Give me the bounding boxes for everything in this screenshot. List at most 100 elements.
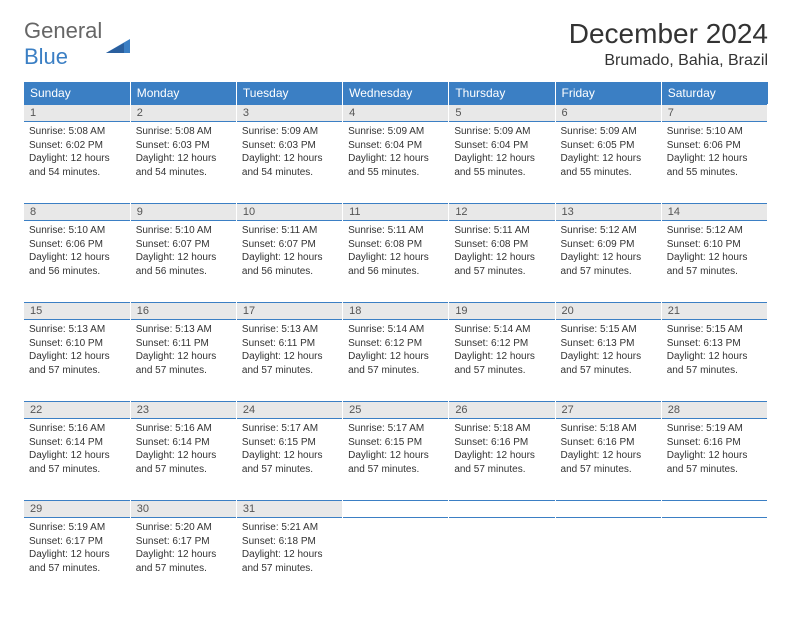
daynum-row: 293031 [24,501,768,518]
day-number: 14 [661,204,767,221]
day-number: 17 [236,303,342,320]
day-number: 19 [449,303,555,320]
daylight-line: Daylight: 12 hours and 56 minutes. [136,251,231,278]
day-header: Sunday [24,82,130,105]
day-header: Wednesday [343,82,449,105]
day-number: 31 [236,501,342,518]
logo-text-blue: Blue [24,44,68,69]
daylight-line: Daylight: 12 hours and 56 minutes. [29,251,125,278]
sunrise-line: Sunrise: 5:09 AM [242,125,337,139]
day-cell: Sunrise: 5:10 AMSunset: 6:06 PMDaylight:… [24,221,130,303]
calendar-page: General Blue December 2024 Brumado, Bahi… [0,0,792,618]
sunrise-line: Sunrise: 5:14 AM [348,323,443,337]
day-number: 2 [130,105,236,122]
daylight-line: Daylight: 12 hours and 55 minutes. [454,152,549,179]
sunrise-line: Sunrise: 5:21 AM [242,521,337,535]
day-number: 15 [24,303,130,320]
day-cell: Sunrise: 5:13 AMSunset: 6:11 PMDaylight:… [236,320,342,402]
sunrise-line: Sunrise: 5:19 AM [667,422,762,436]
day-number: 4 [343,105,449,122]
sunrise-line: Sunrise: 5:14 AM [454,323,549,337]
day-header: Monday [130,82,236,105]
sunrise-line: Sunrise: 5:13 AM [29,323,125,337]
day-number [661,501,767,518]
sunset-line: Sunset: 6:06 PM [667,139,762,153]
day-cell: Sunrise: 5:20 AMSunset: 6:17 PMDaylight:… [130,518,236,600]
day-cell [661,518,767,600]
day-number: 16 [130,303,236,320]
sunset-line: Sunset: 6:13 PM [561,337,656,351]
calendar-table: Sunday Monday Tuesday Wednesday Thursday… [24,82,768,600]
day-number: 21 [661,303,767,320]
daylight-line: Daylight: 12 hours and 57 minutes. [561,350,656,377]
daylight-line: Daylight: 12 hours and 54 minutes. [242,152,337,179]
sunrise-line: Sunrise: 5:13 AM [242,323,337,337]
day-number: 6 [555,105,661,122]
sunrise-line: Sunrise: 5:09 AM [561,125,656,139]
sunset-line: Sunset: 6:11 PM [136,337,231,351]
daynum-row: 891011121314 [24,204,768,221]
day-number: 12 [449,204,555,221]
sunset-line: Sunset: 6:09 PM [561,238,656,252]
daylight-line: Daylight: 12 hours and 54 minutes. [136,152,231,179]
sunrise-line: Sunrise: 5:08 AM [136,125,231,139]
day-number: 26 [449,402,555,419]
sunrise-line: Sunrise: 5:18 AM [561,422,656,436]
day-cell [555,518,661,600]
day-number: 5 [449,105,555,122]
daylight-line: Daylight: 12 hours and 57 minutes. [454,449,549,476]
daylight-line: Daylight: 12 hours and 57 minutes. [348,350,443,377]
week-row: Sunrise: 5:19 AMSunset: 6:17 PMDaylight:… [24,518,768,600]
daylight-line: Daylight: 12 hours and 57 minutes. [29,449,125,476]
week-row: Sunrise: 5:13 AMSunset: 6:10 PMDaylight:… [24,320,768,402]
day-cell: Sunrise: 5:18 AMSunset: 6:16 PMDaylight:… [555,419,661,501]
daylight-line: Daylight: 12 hours and 57 minutes. [454,251,549,278]
day-header: Tuesday [236,82,342,105]
day-cell: Sunrise: 5:21 AMSunset: 6:18 PMDaylight:… [236,518,342,600]
daylight-line: Daylight: 12 hours and 57 minutes. [667,350,762,377]
logo-text: General Blue [24,18,102,70]
daylight-line: Daylight: 12 hours and 57 minutes. [667,449,762,476]
day-cell: Sunrise: 5:14 AMSunset: 6:12 PMDaylight:… [449,320,555,402]
day-cell: Sunrise: 5:12 AMSunset: 6:10 PMDaylight:… [661,221,767,303]
sunrise-line: Sunrise: 5:12 AM [667,224,762,238]
week-row: Sunrise: 5:16 AMSunset: 6:14 PMDaylight:… [24,419,768,501]
daylight-line: Daylight: 12 hours and 57 minutes. [136,449,231,476]
daylight-line: Daylight: 12 hours and 57 minutes. [29,548,125,575]
daynum-row: 1234567 [24,105,768,122]
day-cell: Sunrise: 5:19 AMSunset: 6:16 PMDaylight:… [661,419,767,501]
daylight-line: Daylight: 12 hours and 57 minutes. [454,350,549,377]
sunset-line: Sunset: 6:12 PM [348,337,443,351]
sunset-line: Sunset: 6:03 PM [136,139,231,153]
daylight-line: Daylight: 12 hours and 57 minutes. [242,548,337,575]
day-cell: Sunrise: 5:17 AMSunset: 6:15 PMDaylight:… [343,419,449,501]
day-number: 23 [130,402,236,419]
calendar-body: 1234567Sunrise: 5:08 AMSunset: 6:02 PMDa… [24,105,768,600]
day-number: 11 [343,204,449,221]
daylight-line: Daylight: 12 hours and 56 minutes. [242,251,337,278]
day-number: 3 [236,105,342,122]
sunrise-line: Sunrise: 5:11 AM [242,224,337,238]
sunrise-line: Sunrise: 5:10 AM [29,224,125,238]
day-cell: Sunrise: 5:16 AMSunset: 6:14 PMDaylight:… [130,419,236,501]
sunrise-line: Sunrise: 5:19 AM [29,521,125,535]
sunrise-line: Sunrise: 5:18 AM [454,422,549,436]
sunrise-line: Sunrise: 5:15 AM [667,323,762,337]
daylight-line: Daylight: 12 hours and 55 minutes. [561,152,656,179]
day-header-row: Sunday Monday Tuesday Wednesday Thursday… [24,82,768,105]
sunrise-line: Sunrise: 5:10 AM [667,125,762,139]
sunset-line: Sunset: 6:04 PM [348,139,443,153]
sunset-line: Sunset: 6:17 PM [29,535,125,549]
day-cell: Sunrise: 5:13 AMSunset: 6:11 PMDaylight:… [130,320,236,402]
day-header: Saturday [661,82,767,105]
daynum-row: 22232425262728 [24,402,768,419]
daylight-line: Daylight: 12 hours and 57 minutes. [136,350,231,377]
daylight-line: Daylight: 12 hours and 57 minutes. [29,350,125,377]
logo-triangle-icon [106,35,130,53]
daylight-line: Daylight: 12 hours and 57 minutes. [136,548,231,575]
day-cell: Sunrise: 5:15 AMSunset: 6:13 PMDaylight:… [661,320,767,402]
header: General Blue December 2024 Brumado, Bahi… [24,18,768,70]
day-cell: Sunrise: 5:12 AMSunset: 6:09 PMDaylight:… [555,221,661,303]
day-number: 18 [343,303,449,320]
sunset-line: Sunset: 6:14 PM [136,436,231,450]
